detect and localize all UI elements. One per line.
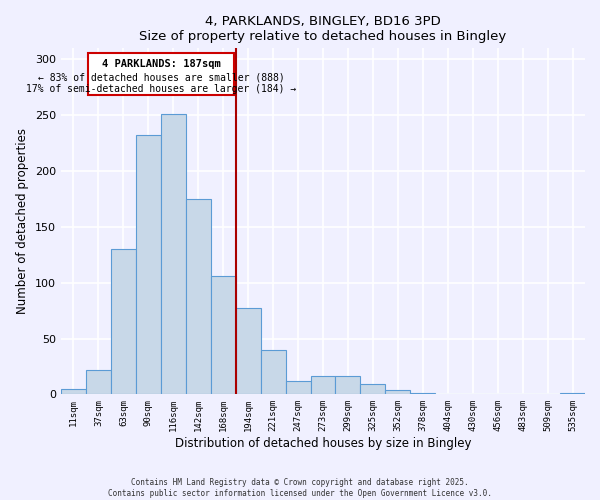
Bar [211,276,236,394]
Bar [335,376,361,394]
Title: 4, PARKLANDS, BINGLEY, BD16 3PD
Size of property relative to detached houses in : 4, PARKLANDS, BINGLEY, BD16 3PD Size of … [139,15,506,43]
Bar [161,114,186,394]
Bar [111,249,136,394]
Bar [410,393,435,394]
Bar [385,390,410,394]
Bar [560,393,585,394]
Bar [86,370,111,394]
Bar [186,199,211,394]
Text: 4 PARKLANDS: 187sqm: 4 PARKLANDS: 187sqm [102,60,221,70]
Bar [260,350,286,395]
Text: Contains HM Land Registry data © Crown copyright and database right 2025.
Contai: Contains HM Land Registry data © Crown c… [108,478,492,498]
Y-axis label: Number of detached properties: Number of detached properties [16,128,29,314]
Bar [61,389,86,394]
Text: ← 83% of detached houses are smaller (888): ← 83% of detached houses are smaller (88… [38,73,285,83]
Bar [136,136,161,394]
Bar [311,376,335,394]
Text: 17% of semi-detached houses are larger (184) →: 17% of semi-detached houses are larger (… [26,84,296,94]
X-axis label: Distribution of detached houses by size in Bingley: Distribution of detached houses by size … [175,437,471,450]
Bar [286,381,311,394]
Bar [361,384,385,394]
Bar [88,53,235,95]
Bar [236,308,260,394]
